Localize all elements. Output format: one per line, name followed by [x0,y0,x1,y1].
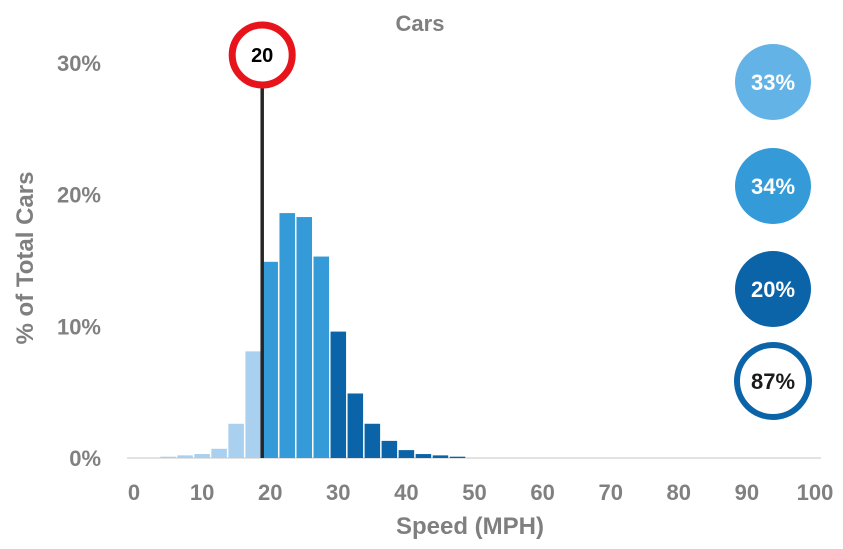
y-tick-label: 0% [69,446,101,471]
x-tick-label: 50 [462,480,486,505]
x-tick-label: 100 [797,480,834,505]
x-tick-labels: 0 10 20 30 40 50 60 70 80 90 100 [128,480,833,505]
histogram-bar [194,454,210,458]
x-tick-label: 0 [128,480,140,505]
histogram-bar [364,423,381,458]
x-tick-label: 30 [326,480,350,505]
summary-bubble [735,148,811,224]
x-tick-label: 70 [598,480,622,505]
summary-bubble [735,251,811,327]
speed-limit-sign-icon [228,21,296,89]
histogram-bar [313,256,330,458]
x-tick-label: 90 [735,480,759,505]
y-axis-title: % of Total Cars [12,172,39,345]
chart-title: Cars [396,11,445,36]
histogram-bar [177,455,193,458]
x-tick-label: 10 [190,480,214,505]
x-tick-label: 60 [530,480,554,505]
histogram-bar [279,213,295,458]
y-tick-label: 30% [57,51,101,76]
x-tick-label: 80 [667,480,691,505]
x-tick-label: 20 [258,480,282,505]
summary-bubble-label: 33% [751,70,795,95]
summary-bubble [734,342,812,420]
histogram-bar [211,448,227,458]
histogram-bar [381,440,398,458]
y-tick-label: 10% [57,314,101,339]
histogram-bar [347,393,364,458]
histogram-bar [415,454,432,458]
y-tick-label: 20% [57,183,101,208]
y-tick-labels: 0% 10% 20% 30% [57,51,101,471]
histogram-bar [228,423,244,458]
histogram-bar [262,261,278,458]
histogram-bars [160,213,466,458]
summary-bubble-label: 34% [751,174,795,199]
speed-limit-marker: 20 [228,21,296,458]
histogram-bar [296,217,313,458]
histogram-bar [432,455,449,458]
histogram-bar [245,351,261,458]
summary-bubble-label: 87% [751,369,795,394]
summary-bubbles: 33% 34% 20% 87% [734,44,812,420]
histogram-bar [330,331,347,458]
histogram-bar [160,456,176,458]
histogram-bar [398,450,415,458]
x-tick-label: 40 [394,480,418,505]
x-axis-title: Speed (MPH) [396,513,544,540]
summary-bubble-label: 20% [751,277,795,302]
summary-bubble [735,44,811,120]
speed-limit-label: 20 [251,45,273,67]
histogram-bar [449,456,466,458]
